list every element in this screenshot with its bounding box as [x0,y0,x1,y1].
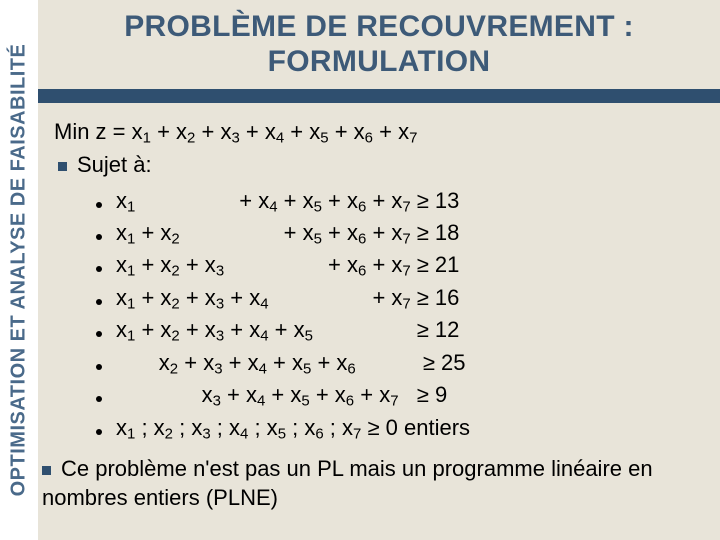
title-block: PROBLÈME DE RECOUVREMENT : FORMULATION [38,0,720,85]
bullet-dot-icon [96,202,102,208]
constraints-list: x1 + x4 + x5 + x6 + x7≥ 13x1 + x2 + x5 +… [54,186,704,445]
constraint-lhs: x3 + x4 + x5 + x6 + x7 [116,380,411,411]
slide-main: PROBLÈME DE RECOUVREMENT : FORMULATION M… [38,0,720,540]
bullet-dot-icon [96,396,102,402]
constraint-lhs: x1 + x2 + x3 + x4 + x7 [116,283,411,314]
title-line-1: PROBLÈME DE RECOUVREMENT : [124,10,634,43]
subject-label: Sujet à: [77,152,152,177]
bullet-dot-icon [96,266,102,272]
constraint-row: x3 + x4 + x5 + x6 + x7 ≥ 9 [96,380,704,411]
bullet-dot-icon [96,234,102,240]
sidebar-label: OPTIMISATION ET ANALYSE DE FAISABILITÉ [8,44,31,497]
constraint-lhs: x1 ; x2 ; x3 ; x4 ; x5 ; x6 ; x7 ≥ 0 ent… [116,413,470,444]
objective-expr: x1 + x2 + x3 + x4 + x5 + x6 + x7 [132,119,418,144]
objective-line: Min z = x1 + x2 + x3 + x4 + x5 + x6 + x7 [54,117,704,148]
constraint-lhs: x1 + x2 + x3 + x6 + x7 [116,250,411,281]
constraint-rhs: ≥ 9 [417,380,447,409]
sidebar: OPTIMISATION ET ANALYSE DE FAISABILITÉ [0,0,38,540]
bullet-dot-icon [96,364,102,370]
title-line-2: FORMULATION [268,45,491,78]
constraint-row: x2 + x3 + x4 + x5 + x6 ≥ 25 [96,348,704,379]
bullet-dot-icon [96,429,102,435]
constraint-rhs: ≥ 12 [417,315,460,344]
constraint-row: x1 + x4 + x5 + x6 + x7≥ 13 [96,186,704,217]
constraint-rhs: ≥ 21 [417,250,460,279]
constraint-row: x1 + x2 + x3 + x6 + x7≥ 21 [96,250,704,281]
constraint-lhs: x2 + x3 + x4 + x5 + x6 [116,348,417,379]
title-rule [38,89,720,103]
bullet-dot-icon [96,331,102,337]
note-line: Ce problème n'est pas un PL mais un prog… [38,445,720,512]
objective-prefix: Min z = [54,119,132,144]
constraint-rhs: ≥ 25 [423,348,466,377]
constraint-rhs: ≥ 16 [417,283,460,312]
constraint-row: x1 + x2 + x3 + x4 + x5 ≥ 12 [96,315,704,346]
constraint-row: x1 + x2 + x5 + x6 + x7≥ 18 [96,218,704,249]
content-block: Min z = x1 + x2 + x3 + x4 + x5 + x6 + x7… [38,117,720,445]
constraint-rhs: ≥ 18 [417,218,460,247]
slide-title: PROBLÈME DE RECOUVREMENT : FORMULATION [46,10,712,79]
constraint-lhs: x1 + x2 + x5 + x6 + x7 [116,218,411,249]
square-bullet-icon [42,466,51,475]
constraint-rhs: ≥ 13 [417,186,460,215]
square-bullet-icon [58,162,67,171]
constraint-lhs: x1 + x2 + x3 + x4 + x5 [116,315,411,346]
constraint-row: x1 ; x2 ; x3 ; x4 ; x5 ; x6 ; x7 ≥ 0 ent… [96,413,704,444]
bullet-dot-icon [96,299,102,305]
note-text: Ce problème n'est pas un PL mais un prog… [42,456,653,510]
constraint-row: x1 + x2 + x3 + x4 + x7≥ 16 [96,283,704,314]
constraint-lhs: x1 + x4 + x5 + x6 + x7 [116,186,411,217]
subject-to-line: Sujet à: [54,150,704,179]
